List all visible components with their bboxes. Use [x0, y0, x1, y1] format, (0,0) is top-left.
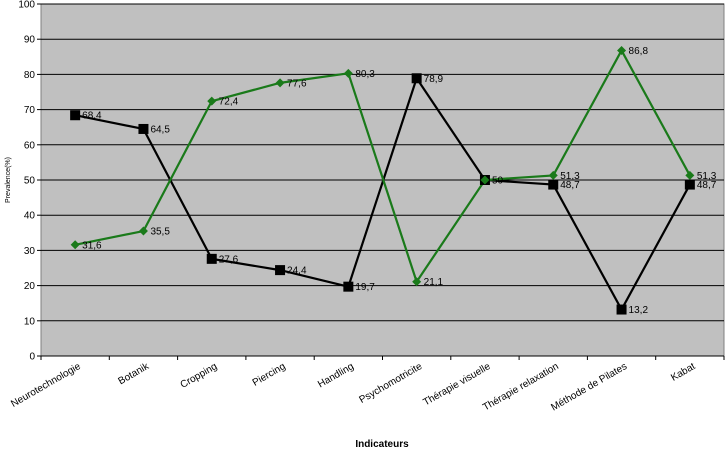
y-axis-title: Prevalence(%) — [5, 157, 12, 203]
x-axis-title: Indicateurs — [355, 439, 409, 450]
series-line-2 — [74, 48, 691, 285]
series-group — [70, 45, 695, 315]
y-tick-label: 20 — [24, 281, 36, 292]
y-tick-label: 10 — [24, 316, 36, 327]
data-label: 68,4 — [82, 111, 102, 122]
x-tick-label: Handling — [316, 361, 356, 390]
data-label: 48,7 — [697, 180, 717, 191]
point-square — [206, 253, 217, 264]
point-square — [616, 304, 627, 315]
y-tick-label: 0 — [29, 352, 35, 363]
x-axis-ticks: Neurotechnologie Botanik Cropping Piercing H… — [9, 356, 725, 413]
y-tick-label: 100 — [18, 0, 35, 11]
point-square — [275, 265, 286, 276]
point-diamond — [275, 78, 285, 88]
series-line-1 — [74, 75, 691, 312]
data-label: 31,6 — [82, 240, 102, 251]
x-tick-label: Piercing — [251, 361, 288, 389]
point-diamond — [138, 226, 148, 236]
point-diamond — [480, 175, 490, 185]
point-diamond — [617, 45, 627, 55]
point-square — [343, 281, 354, 292]
data-label: 51,3 — [697, 171, 717, 182]
point-square — [70, 110, 81, 121]
data-label: 48,7 — [560, 180, 580, 191]
x-tick-label: Psychomotricite — [358, 361, 425, 406]
point-square — [411, 73, 422, 84]
point-diamond — [70, 240, 80, 250]
data-label: 77,6 — [287, 78, 307, 89]
x-tick-label: Neurotechnologie — [9, 361, 83, 410]
data-labels: 68,4 64,5 27,6 24,4 19,7 78,9 50 48,7 13,2 48,7 31… — [82, 46, 717, 316]
x-tick-label: Méthode de Pilates — [549, 361, 629, 413]
data-label: 21,1 — [424, 277, 444, 288]
data-label: 64,5 — [150, 124, 170, 135]
point-square — [548, 179, 559, 190]
point-diamond — [343, 68, 353, 78]
y-tick-label: 30 — [24, 246, 36, 257]
point-square — [684, 179, 695, 190]
x-tick-label: Kabat — [669, 361, 697, 384]
data-label: 80,3 — [355, 69, 375, 80]
point-square — [138, 123, 149, 134]
data-label: 78,9 — [424, 74, 444, 85]
point-diamond — [412, 277, 422, 287]
x-tick-label: Thérapie visuelle — [421, 361, 492, 409]
data-label: 35,5 — [150, 227, 170, 238]
y-tick-label: 80 — [24, 70, 36, 81]
data-label: 24,4 — [287, 266, 307, 277]
data-label: 50 — [492, 176, 504, 187]
y-tick-label: 60 — [24, 140, 36, 151]
data-label: 19,7 — [355, 282, 375, 293]
data-label: 13,2 — [629, 305, 649, 316]
data-label: 72,4 — [219, 97, 239, 108]
point-diamond — [207, 96, 217, 106]
data-label: 86,8 — [629, 46, 649, 57]
data-label: 51,3 — [560, 171, 580, 182]
point-diamond — [548, 170, 558, 180]
y-tick-label: 40 — [24, 211, 36, 222]
x-tick-label: Thérapie relaxation — [481, 361, 561, 413]
y-tick-label: 90 — [24, 35, 36, 46]
y-tick-label: 70 — [24, 105, 36, 116]
y-tick-label: 50 — [24, 176, 36, 187]
point-diamond — [685, 170, 695, 180]
x-tick-label: Botanik — [117, 361, 152, 388]
gridlines — [41, 3, 724, 322]
x-tick-label: Cropping — [179, 361, 220, 391]
data-label: 27,6 — [219, 254, 239, 265]
